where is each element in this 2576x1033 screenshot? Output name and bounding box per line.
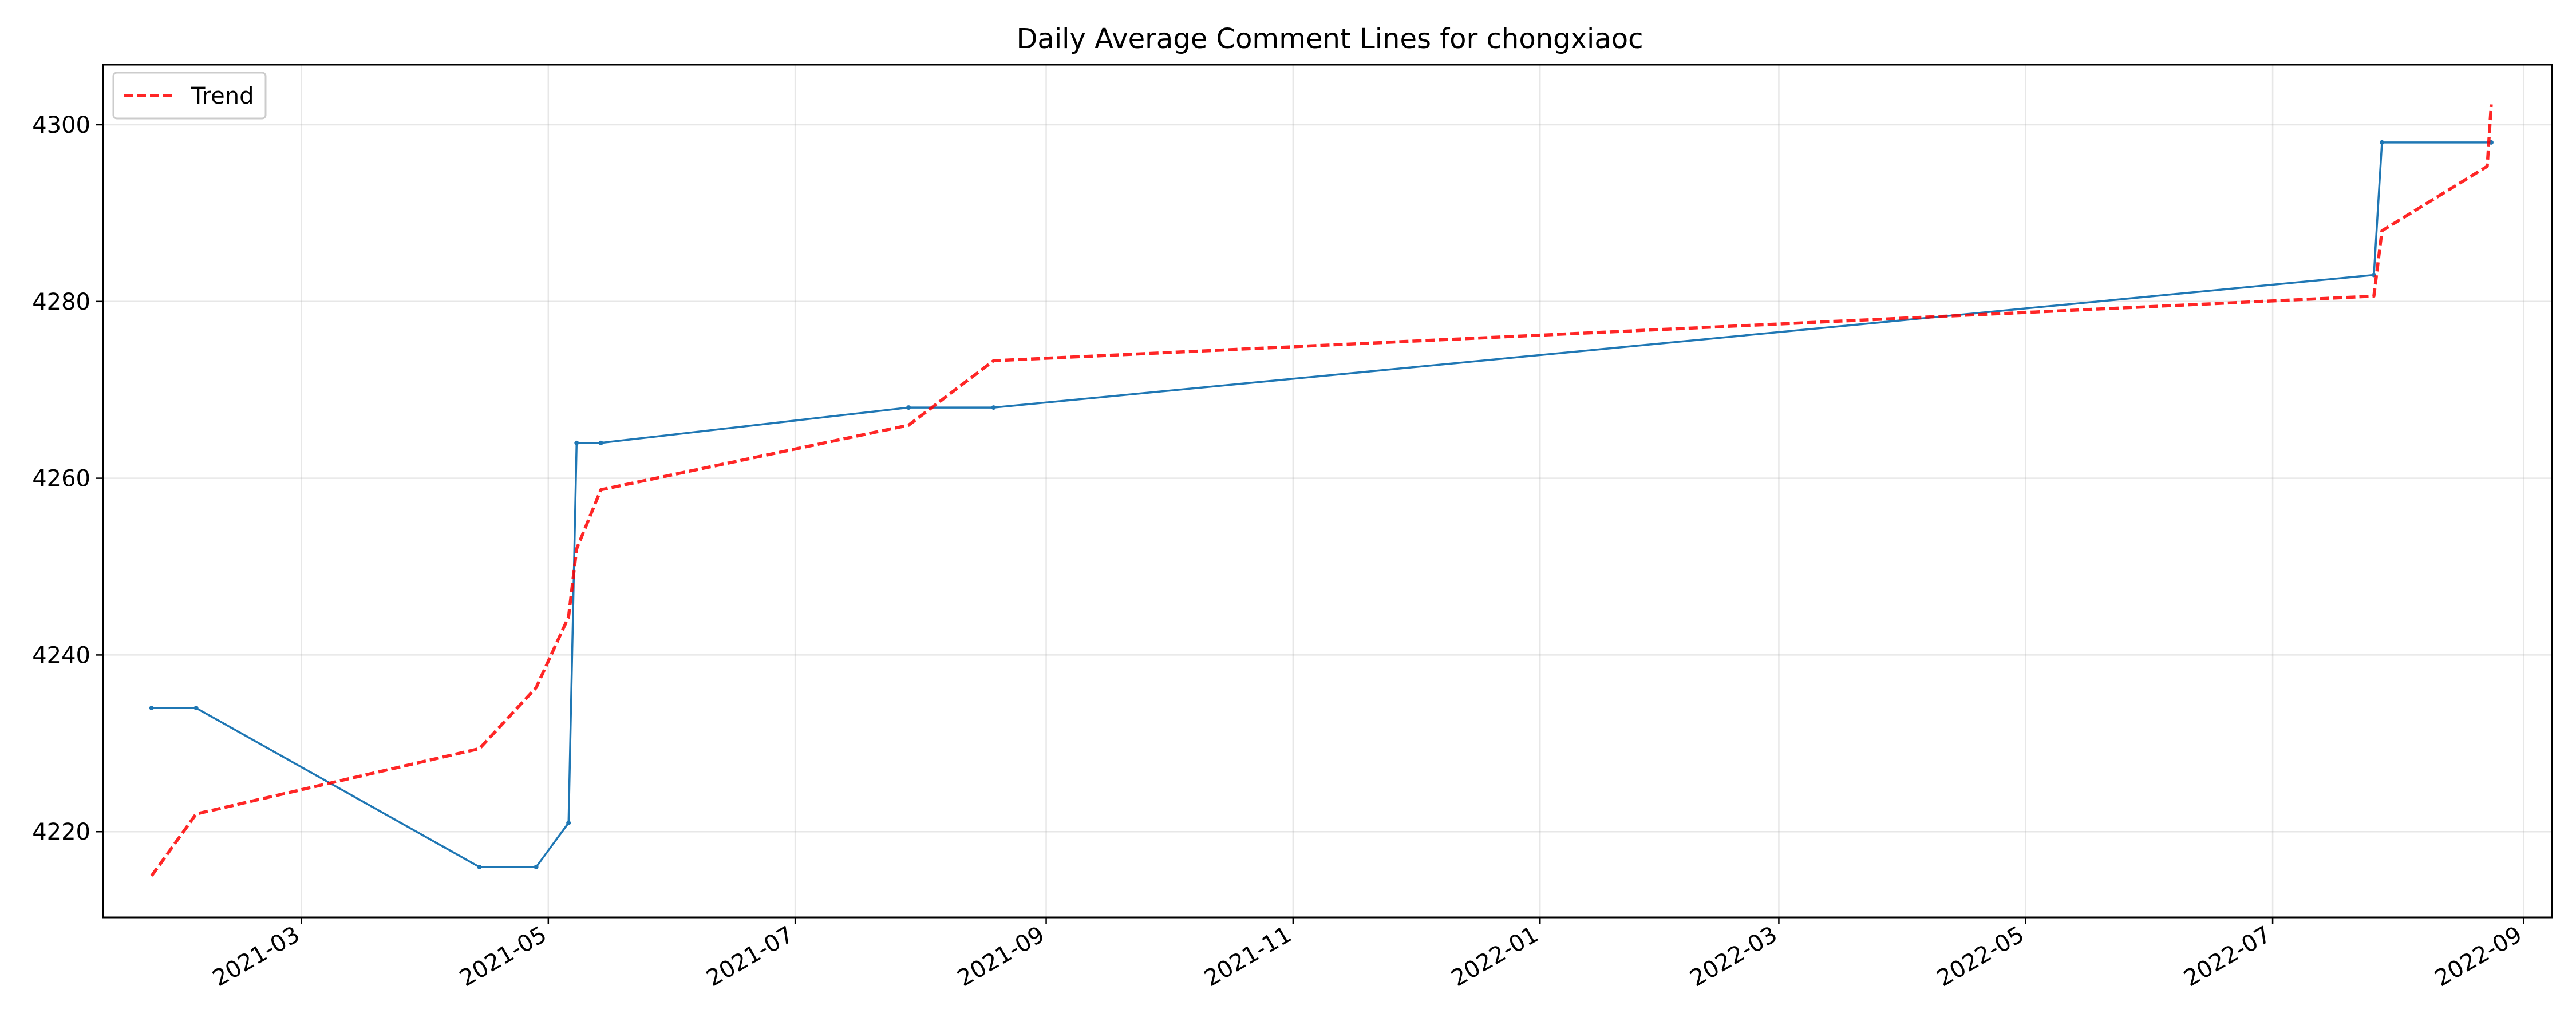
chart-title: Daily Average Comment Lines for chongxia… [1016, 23, 1643, 55]
x-tick-label: 2021-09 [953, 921, 1049, 992]
y-tick-label: 4240 [32, 642, 90, 668]
data-point [477, 864, 482, 869]
trend-series-line [150, 104, 2493, 877]
data-point [598, 440, 603, 445]
x-tick-label: 2022-09 [2431, 921, 2527, 992]
y-tick-label: 4300 [32, 112, 90, 138]
data-point [991, 405, 996, 410]
comment-lines-series-line [151, 141, 2491, 868]
data-point [906, 405, 911, 410]
y-tick-label: 4280 [32, 289, 90, 315]
plot-frame [102, 64, 2553, 919]
data-point [149, 706, 154, 711]
data-point [2380, 140, 2385, 145]
x-tick-label: 2022-07 [2179, 921, 2275, 992]
data-point [574, 440, 579, 445]
grid-lines [103, 65, 2552, 917]
x-tick-label: 2022-05 [1933, 921, 2029, 992]
legend-trend-label: Trend [191, 83, 254, 109]
data-point [193, 706, 199, 711]
x-tick-label: 2021-03 [208, 921, 305, 992]
x-tick-label: 2021-11 [1200, 921, 1296, 992]
x-tick-label: 2022-01 [1447, 921, 1543, 992]
x-tick-label: 2021-07 [702, 921, 798, 992]
axis-ticks: 2021-03 2021-05 2021-07 2021-09 2021-11 2022-… [32, 112, 2526, 992]
data-point [566, 820, 571, 825]
y-tick-label: 4220 [32, 819, 90, 845]
data-point [534, 864, 539, 869]
series-layer [149, 104, 2494, 877]
y-tick-label: 4260 [32, 466, 90, 492]
legend: Trend [112, 72, 267, 120]
x-tick-label: 2021-05 [455, 921, 551, 992]
x-tick-label: 2022-03 [1686, 921, 1782, 992]
legend-box [112, 72, 267, 120]
